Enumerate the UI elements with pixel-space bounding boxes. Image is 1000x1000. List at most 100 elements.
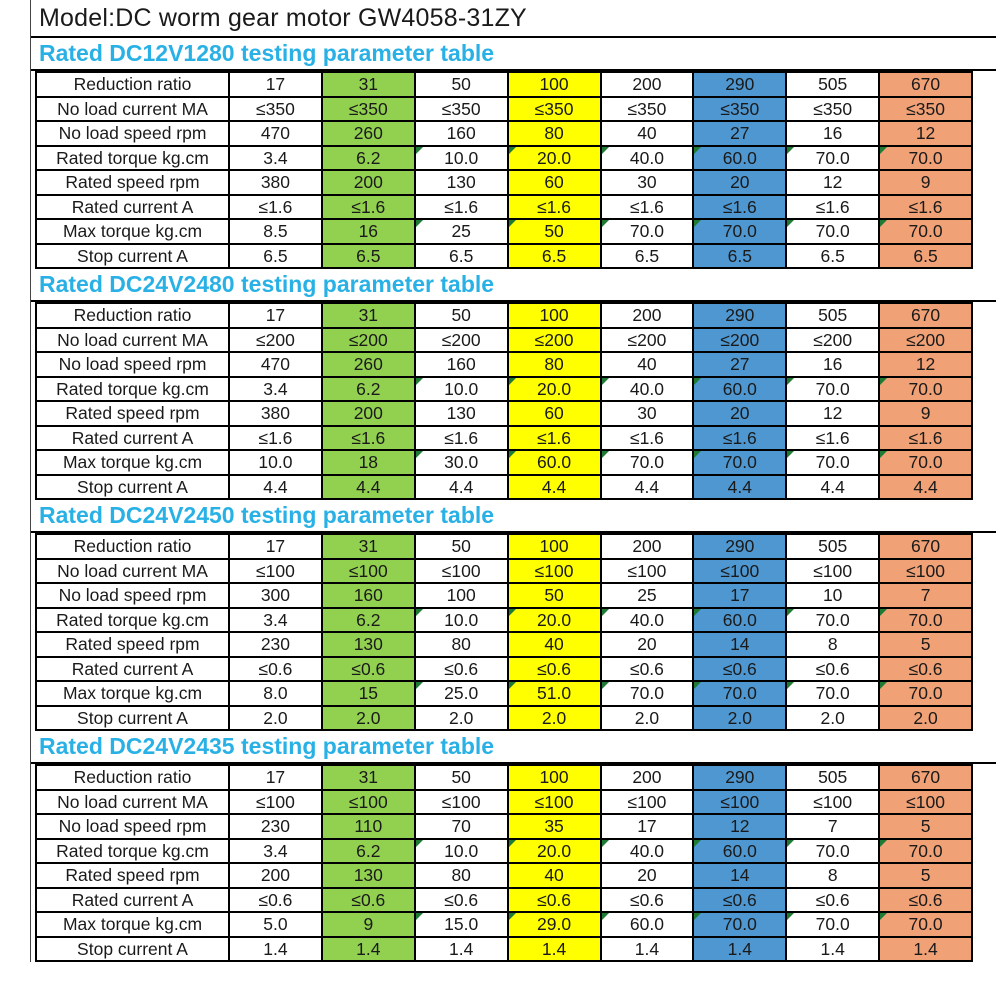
- value-cell: 6.2: [320, 606, 416, 633]
- value-cell: 290: [692, 302, 788, 329]
- value-cell: ≤1.6: [599, 424, 695, 451]
- value-cell: 2.0: [785, 704, 881, 731]
- value-cell: 670: [878, 71, 973, 98]
- value-cell: 40: [599, 120, 695, 147]
- value-cell: 50: [413, 71, 509, 98]
- value-cell: ≤1.6: [228, 424, 323, 451]
- value-cell: 30: [599, 169, 695, 196]
- value-cell: 31: [320, 71, 416, 98]
- value-cell: 8: [785, 862, 881, 889]
- value-cell: ≤200: [599, 326, 695, 353]
- value-cell: 1.4: [878, 935, 973, 962]
- value-cell: ≤100: [320, 557, 416, 584]
- value-cell: 4.4: [506, 473, 602, 500]
- value-cell: 200: [320, 400, 416, 427]
- value-cell: 70.0: [599, 218, 695, 245]
- value-cell: 31: [320, 302, 416, 329]
- value-cell: 100: [506, 71, 602, 98]
- value-cell: 70.0: [878, 144, 973, 171]
- value-cell: ≤1.6: [785, 193, 881, 220]
- value-cell: 3.4: [228, 144, 323, 171]
- value-cell: 70.0: [878, 449, 973, 476]
- value-cell: ≤0.6: [692, 886, 788, 913]
- row-label: No load current MA: [35, 326, 230, 353]
- value-cell: 6.5: [413, 242, 509, 269]
- value-cell: 80: [413, 631, 509, 658]
- table-row: Stop current A 1.4 1.4 1.4 1.4 1.4 1.4 1.4 1.4: [35, 935, 973, 962]
- model-title: Model:DC worm gear motor GW4058-31ZY: [31, 0, 996, 38]
- row-label: Rated speed rpm: [35, 169, 230, 196]
- table-row: Max torque kg.cm 8.0 15 25.0 51.0 70.0 70.0 70.…: [35, 680, 973, 707]
- table-row: Rated speed rpm 380 200 130 60 30 20 12 9: [35, 400, 973, 427]
- value-cell: 70.0: [785, 606, 881, 633]
- value-cell: 17: [228, 764, 323, 791]
- value-cell: 30: [599, 400, 695, 427]
- table-row: Rated current A ≤0.6 ≤0.6 ≤0.6 ≤0.6 ≤0.6 ≤0.6 ≤…: [35, 886, 973, 913]
- value-cell: 200: [228, 862, 323, 889]
- table-row: Reduction ratio 17 31 50 100 200 290 505 670: [35, 764, 973, 791]
- table-row: Rated current A ≤0.6 ≤0.6 ≤0.6 ≤0.6 ≤0.6 ≤0.6 ≤…: [35, 655, 973, 682]
- row-label: Stop current A: [35, 473, 230, 500]
- value-cell: 670: [878, 302, 973, 329]
- spec-sheet: Model:DC worm gear motor GW4058-31ZY Rat…: [30, 0, 996, 962]
- value-cell: 1.4: [228, 935, 323, 962]
- value-cell: ≤100: [785, 557, 881, 584]
- value-cell: 2.0: [413, 704, 509, 731]
- value-cell: 1.4: [599, 935, 695, 962]
- value-cell: 17: [228, 302, 323, 329]
- value-cell: 80: [413, 862, 509, 889]
- value-cell: 70.0: [878, 606, 973, 633]
- value-cell: ≤200: [878, 326, 973, 353]
- row-label: Rated torque kg.cm: [35, 837, 230, 864]
- table-row: Stop current A 6.5 6.5 6.5 6.5 6.5 6.5 6.5 6.5: [35, 242, 973, 269]
- value-cell: 3.4: [228, 375, 323, 402]
- value-cell: ≤100: [878, 788, 973, 815]
- value-cell: ≤100: [506, 788, 602, 815]
- value-cell: ≤350: [785, 95, 881, 122]
- value-cell: ≤100: [228, 557, 323, 584]
- value-cell: 70.0: [878, 375, 973, 402]
- table-row: No load speed rpm 470 260 160 80 40 27 16 12: [35, 351, 973, 378]
- value-cell: ≤100: [228, 788, 323, 815]
- value-cell: 70.0: [785, 837, 881, 864]
- value-cell: ≤350: [413, 95, 509, 122]
- value-cell: 6.5: [320, 242, 416, 269]
- value-cell: ≤100: [413, 557, 509, 584]
- value-cell: ≤1.6: [878, 424, 973, 451]
- row-label: Max torque kg.cm: [35, 911, 230, 938]
- value-cell: 17: [228, 533, 323, 560]
- value-cell: 31: [320, 764, 416, 791]
- value-cell: 20: [599, 862, 695, 889]
- value-cell: 70.0: [692, 911, 788, 938]
- value-cell: 16: [785, 120, 881, 147]
- value-cell: ≤1.6: [692, 193, 788, 220]
- value-cell: 4.4: [413, 473, 509, 500]
- table-row: Rated torque kg.cm 3.4 6.2 10.0 20.0 40.0 60.0…: [35, 144, 973, 171]
- value-cell: 4.4: [599, 473, 695, 500]
- value-cell: 25: [599, 582, 695, 609]
- table-row: Rated torque kg.cm 3.4 6.2 10.0 20.0 40.0 60.0…: [35, 375, 973, 402]
- value-cell: 20: [599, 631, 695, 658]
- parameter-table-section: Rated DC24V2450 testing parameter table R…: [31, 500, 996, 731]
- value-cell: 20.0: [506, 375, 602, 402]
- value-cell: 130: [413, 400, 509, 427]
- value-cell: ≤0.6: [320, 655, 416, 682]
- value-cell: 10: [785, 582, 881, 609]
- value-cell: ≤1.6: [228, 193, 323, 220]
- value-cell: 50: [413, 533, 509, 560]
- row-label: Rated current A: [35, 655, 230, 682]
- value-cell: 110: [320, 813, 416, 840]
- row-label: Max torque kg.cm: [35, 449, 230, 476]
- value-cell: 50: [413, 764, 509, 791]
- row-label: No load speed rpm: [35, 582, 230, 609]
- value-cell: ≤1.6: [692, 424, 788, 451]
- value-cell: ≤0.6: [599, 886, 695, 913]
- value-cell: 7: [785, 813, 881, 840]
- value-cell: 200: [599, 302, 695, 329]
- table-row: Rated current A ≤1.6 ≤1.6 ≤1.6 ≤1.6 ≤1.6 ≤1.6 ≤…: [35, 424, 973, 451]
- value-cell: 10.0: [228, 449, 323, 476]
- value-cell: 40.0: [599, 837, 695, 864]
- value-cell: 70.0: [785, 911, 881, 938]
- value-cell: 100: [506, 302, 602, 329]
- row-label: No load current MA: [35, 557, 230, 584]
